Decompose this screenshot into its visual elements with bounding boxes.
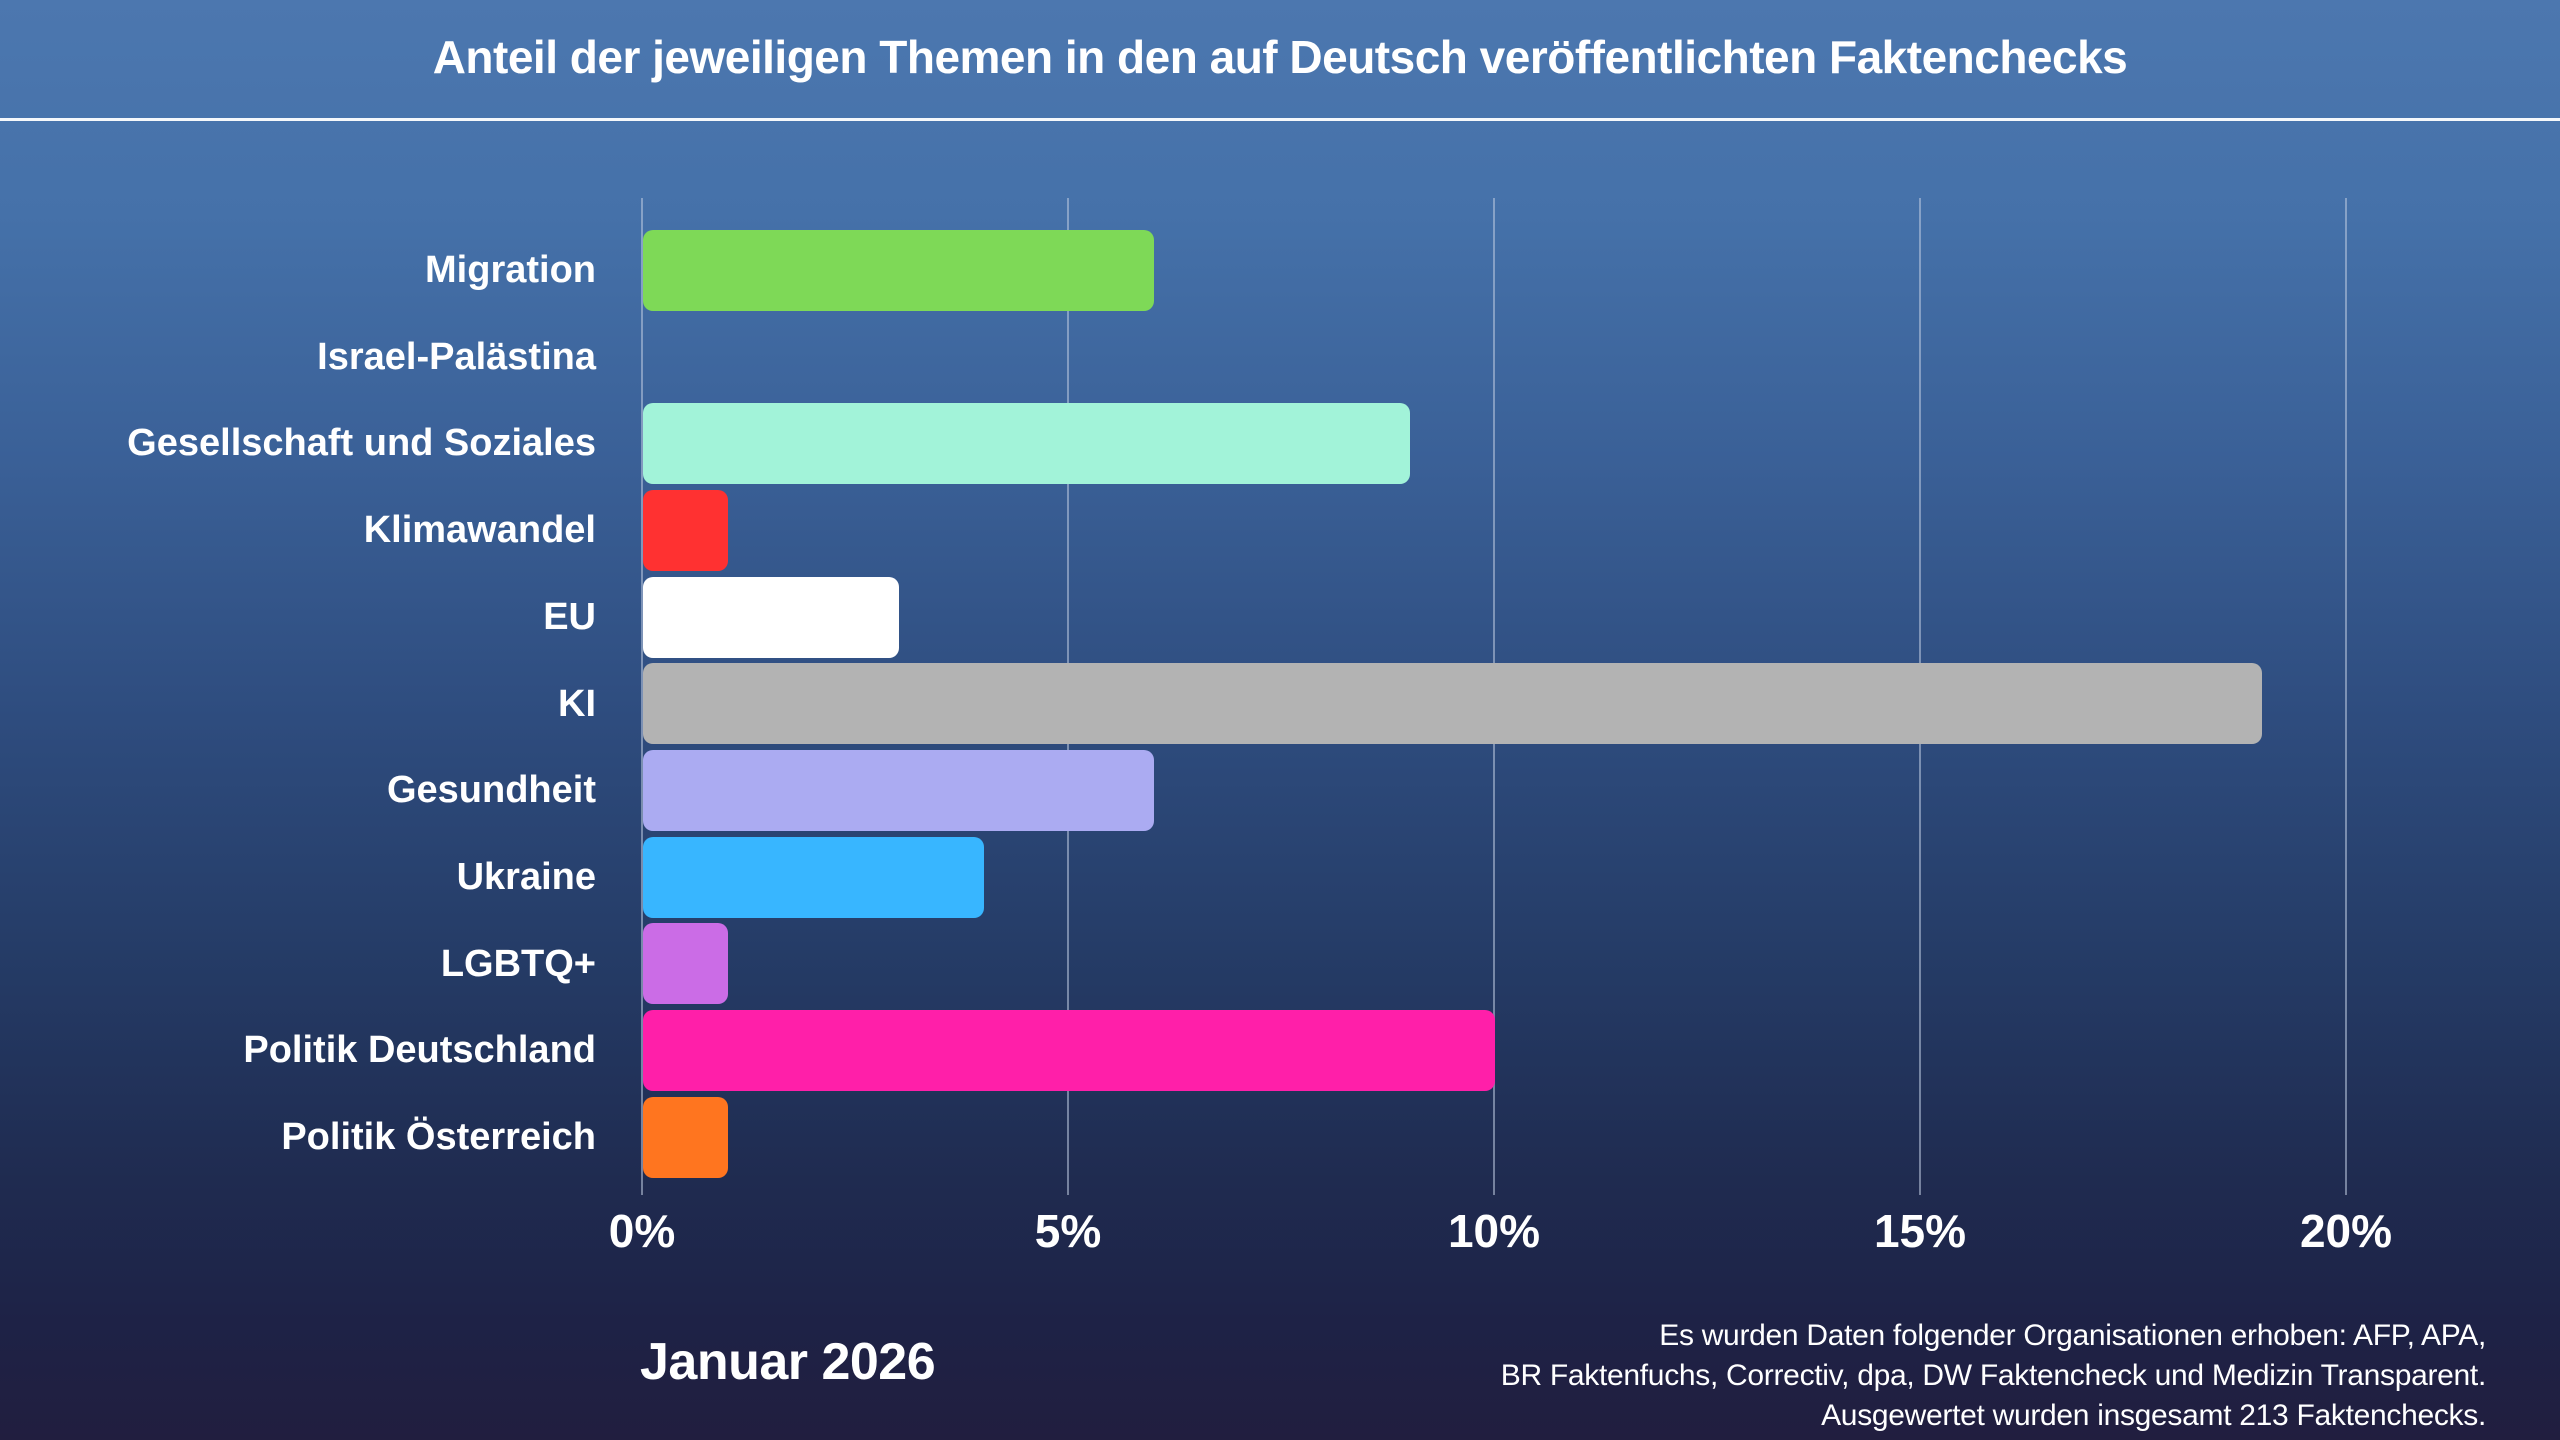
source-note: Es wurden Daten folgender Organisationen… — [1500, 1316, 2487, 1436]
source-line-1: Es wurden Daten folgender Organisationen… — [1659, 1319, 2486, 1352]
x-axis-tick: 10% — [1447, 1205, 1541, 1257]
category-label: LGBTQ+ — [440, 942, 596, 985]
bar — [643, 663, 2262, 745]
bar — [643, 403, 1410, 485]
category-label: Israel-Palästina — [317, 335, 596, 378]
category-label: Klimawandel — [363, 509, 596, 552]
x-axis-tick: 0% — [608, 1205, 676, 1257]
x-axis-tick: 20% — [2299, 1205, 2393, 1257]
category-label: Politik Österreich — [281, 1116, 596, 1158]
bar — [643, 1096, 729, 1178]
title-divider — [0, 118, 2560, 121]
bar — [643, 750, 1155, 832]
date-label: Januar 2026 — [640, 1333, 936, 1391]
category-label: EU — [543, 595, 596, 638]
gridline-0% — [641, 198, 643, 1195]
x-axis-tick: 15% — [1873, 1205, 1967, 1257]
source-line-3: Ausgewertet wurden insgesamt 213 Faktenc… — [1821, 1399, 2486, 1432]
bar — [643, 229, 1155, 311]
bar — [643, 576, 899, 658]
bar — [643, 923, 729, 1005]
category-label: Politik Deutschland — [243, 1029, 596, 1072]
category-label: Migration — [425, 249, 596, 291]
gridline-20% — [2345, 198, 2347, 1195]
bar — [643, 836, 984, 918]
bar — [643, 489, 729, 571]
page-title: Anteil der jeweiligen Themen in den auf … — [432, 31, 2128, 83]
bar — [643, 1010, 1495, 1092]
category-label: Ukraine — [456, 855, 596, 898]
source-line-2: BR Faktenfuchs, Correctiv, dpa, DW Fakte… — [1500, 1359, 2487, 1392]
category-label: Gesundheit — [386, 769, 596, 812]
category-label: Gesellschaft und Soziales — [127, 422, 596, 465]
category-label: KI — [558, 682, 596, 725]
x-axis-tick: 5% — [1034, 1205, 1102, 1257]
